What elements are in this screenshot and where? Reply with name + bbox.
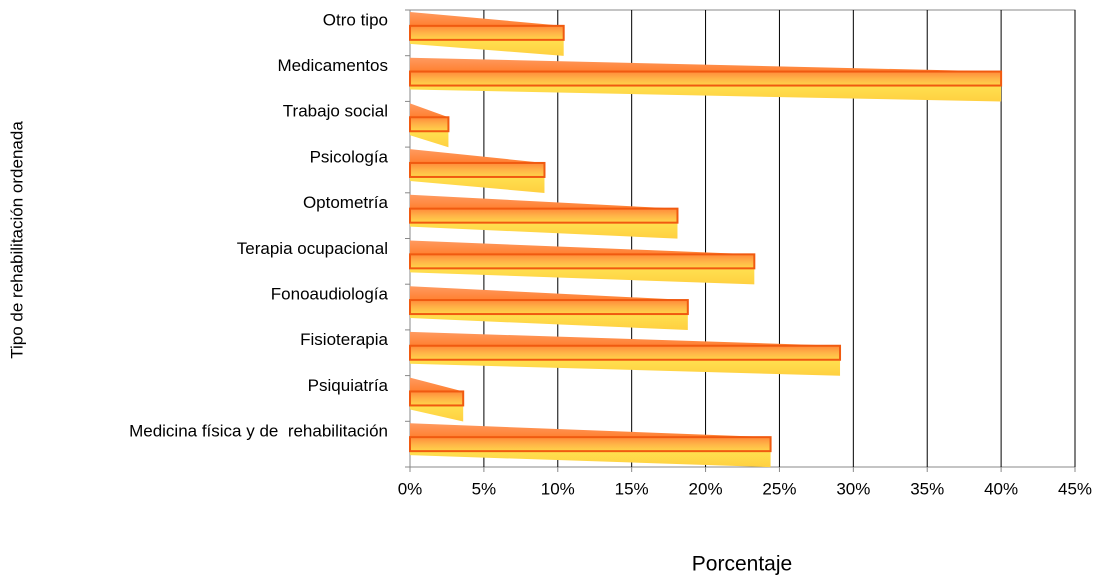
bar	[409, 12, 565, 56]
bar-top-face	[410, 57, 1002, 72]
x-axis-label: Porcentaje	[692, 553, 792, 576]
bar-bottom-face	[410, 85, 1002, 102]
bar-bottom-face	[410, 39, 564, 56]
bar	[409, 286, 689, 331]
x-tick-label: 10%	[541, 479, 575, 498]
x-tick-label: 35%	[910, 479, 944, 498]
bar-body	[409, 390, 465, 407]
bar	[409, 377, 465, 422]
bar-body	[409, 253, 756, 270]
bar	[409, 149, 546, 193]
x-tick-label: 25%	[762, 479, 796, 498]
y-tick-label: Fisioterapia	[300, 330, 388, 349]
bar-body	[409, 70, 1003, 87]
bar-top-face	[410, 331, 841, 346]
x-tick-label: 0%	[398, 479, 423, 498]
bar-top-face	[410, 423, 771, 438]
bar	[409, 103, 450, 148]
x-tick-label: 20%	[689, 479, 723, 498]
y-tick-label: Terapia ocupacional	[237, 239, 388, 258]
y-tick-label: Medicina física y de rehabilitación	[129, 422, 388, 441]
bar	[409, 331, 842, 376]
x-tick-label: 15%	[615, 479, 649, 498]
y-tick-label: Fonoaudiología	[271, 285, 389, 304]
y-tick-label: Medicamentos	[277, 56, 388, 75]
bar-bottom-face	[410, 131, 449, 148]
bar	[409, 57, 1003, 102]
bar-body	[409, 436, 772, 453]
bar-bottom-face	[410, 359, 841, 376]
bar-bottom-face	[410, 222, 678, 239]
bar-top-face	[410, 377, 464, 392]
bar-body	[409, 24, 565, 41]
bar-body	[409, 344, 842, 361]
x-tick-label: 45%	[1058, 479, 1092, 498]
x-tick-label: 5%	[472, 479, 497, 498]
y-tick-label: Trabajo social	[283, 102, 388, 121]
bar-body	[409, 161, 546, 178]
bar-top-face	[410, 240, 755, 255]
y-tick-label: Psicología	[310, 147, 389, 166]
x-tick-label: 30%	[836, 479, 870, 498]
bar-top-face	[410, 103, 449, 118]
bar-bottom-face	[410, 451, 771, 468]
bar	[409, 194, 679, 239]
bar-bottom-face	[410, 176, 545, 193]
bar-body	[409, 207, 679, 224]
bar	[409, 240, 756, 285]
bar-body	[409, 116, 450, 133]
bar-body	[409, 299, 689, 316]
y-axis-label: Tipo de rehabilitación ordenada	[7, 121, 26, 359]
y-tick-label: Psiquiatría	[308, 376, 389, 395]
bar-top-face	[410, 286, 688, 301]
y-tick-label: Optometría	[303, 193, 389, 212]
x-tick-label: 40%	[984, 479, 1018, 498]
bar-top-face	[410, 194, 678, 209]
bar-bottom-face	[410, 405, 464, 422]
bar-bottom-face	[410, 268, 755, 285]
bar-top-face	[410, 12, 564, 26]
bar-bottom-face	[410, 314, 688, 331]
bar-top-face	[410, 149, 545, 163]
bar	[409, 423, 772, 468]
y-tick-label: Otro tipo	[323, 10, 388, 29]
